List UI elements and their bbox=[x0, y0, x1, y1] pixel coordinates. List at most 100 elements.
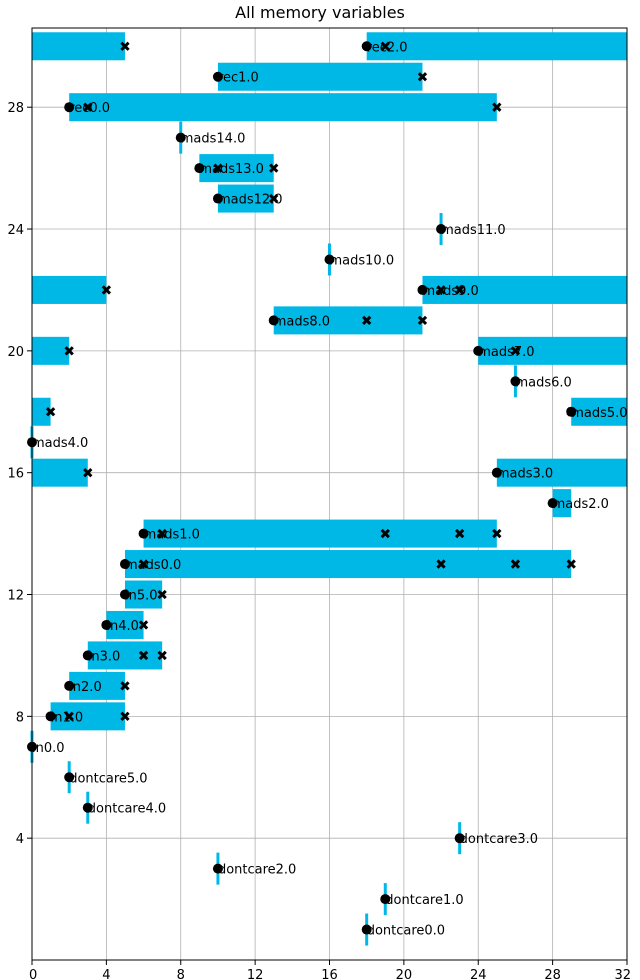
interval-bar bbox=[143, 519, 497, 548]
bar-label: mads14.0 bbox=[181, 132, 246, 147]
use-marker bbox=[566, 407, 576, 417]
start-marker bbox=[361, 924, 372, 935]
y-tick-label: 24 bbox=[7, 223, 24, 238]
use-marker bbox=[417, 315, 428, 326]
bar-label: mads4.0 bbox=[32, 436, 88, 451]
bar-label: in5.0 bbox=[125, 589, 158, 604]
start-marker bbox=[380, 894, 391, 905]
use-marker bbox=[157, 528, 167, 539]
interval-bar bbox=[32, 32, 125, 61]
x-tick-label: 12 bbox=[247, 968, 264, 980]
start-marker bbox=[417, 284, 428, 295]
use-marker-stroke bbox=[83, 468, 93, 478]
start-marker bbox=[175, 132, 186, 143]
use-marker-stroke bbox=[492, 102, 502, 112]
use-marker-stroke bbox=[454, 528, 465, 539]
interval-bar bbox=[106, 610, 144, 639]
y-tick-label: 16 bbox=[7, 467, 24, 482]
use-marker bbox=[510, 346, 521, 356]
interval-bar bbox=[69, 93, 497, 122]
use-marker bbox=[454, 285, 465, 295]
use-marker bbox=[101, 285, 112, 295]
use-marker bbox=[83, 102, 93, 112]
use-marker-stroke bbox=[566, 407, 576, 417]
use-marker-stroke bbox=[380, 528, 390, 539]
start-marker bbox=[119, 559, 130, 570]
start-marker bbox=[436, 224, 447, 235]
use-marker bbox=[380, 528, 390, 539]
bar-label: mads5.0 bbox=[571, 406, 627, 421]
use-marker-stroke bbox=[157, 528, 167, 539]
bar-label: mads12.0 bbox=[218, 193, 283, 208]
use-marker-stroke bbox=[436, 285, 446, 295]
bar-label: in2.0 bbox=[69, 680, 102, 695]
start-marker bbox=[547, 498, 558, 509]
x-tick-label: 8 bbox=[177, 968, 185, 980]
start-marker bbox=[212, 863, 223, 874]
bar-label: in1.0 bbox=[51, 710, 84, 725]
interval-bar bbox=[366, 32, 627, 61]
use-marker bbox=[120, 681, 130, 691]
bar-label: in3.0 bbox=[88, 649, 121, 664]
use-marker bbox=[157, 589, 167, 600]
start-marker bbox=[64, 680, 75, 691]
bar-label: dontcare1.0 bbox=[385, 893, 463, 908]
use-marker bbox=[64, 711, 74, 722]
bar-label: dontcare4.0 bbox=[88, 802, 166, 817]
interval-bar bbox=[199, 154, 274, 183]
interval-bar bbox=[32, 397, 51, 426]
use-marker-stroke bbox=[138, 559, 149, 569]
interval-bar bbox=[124, 550, 572, 579]
start-marker bbox=[361, 41, 372, 52]
use-marker-stroke bbox=[380, 41, 390, 51]
use-marker bbox=[380, 41, 390, 51]
y-tick-label: 12 bbox=[7, 589, 24, 604]
y-tick-label: 28 bbox=[7, 101, 24, 116]
use-marker-stroke bbox=[454, 285, 465, 295]
bar-label: mads2.0 bbox=[553, 497, 609, 512]
start-marker bbox=[82, 802, 93, 813]
bar-label: rec2.0 bbox=[367, 40, 408, 55]
use-marker-stroke bbox=[417, 315, 428, 326]
interval-bar bbox=[32, 336, 70, 365]
use-marker bbox=[362, 315, 372, 326]
bar-label: mads0.0 bbox=[125, 558, 181, 573]
use-marker bbox=[492, 102, 502, 112]
use-marker bbox=[454, 528, 465, 539]
bar-label: mads13.0 bbox=[199, 162, 264, 177]
x-tick-label: 24 bbox=[470, 968, 487, 980]
use-marker-stroke bbox=[213, 163, 223, 173]
use-marker bbox=[45, 407, 56, 417]
use-marker-stroke bbox=[101, 285, 112, 295]
start-marker bbox=[491, 467, 502, 478]
interval-bar bbox=[217, 62, 423, 91]
start-marker bbox=[212, 71, 223, 82]
use-marker-stroke bbox=[492, 528, 502, 539]
bar-label: mads11.0 bbox=[441, 223, 506, 238]
use-marker bbox=[269, 163, 279, 173]
x-tick-label: 16 bbox=[321, 968, 338, 980]
use-marker-stroke bbox=[269, 163, 279, 173]
interval-bar bbox=[422, 275, 627, 304]
interval-bar bbox=[124, 580, 163, 609]
interval-bar bbox=[87, 641, 163, 670]
interval-bar bbox=[552, 489, 572, 518]
bar-label: rec1.0 bbox=[218, 71, 259, 86]
x-tick-label: 0 bbox=[29, 968, 37, 980]
start-marker bbox=[194, 163, 205, 174]
use-marker-stroke bbox=[269, 193, 279, 204]
use-marker-stroke bbox=[417, 72, 428, 82]
interval-bar bbox=[571, 397, 627, 426]
use-marker bbox=[510, 559, 521, 569]
x-tick-label: 28 bbox=[544, 968, 561, 980]
interval-bar bbox=[496, 458, 627, 487]
y-tick-label: 4 bbox=[16, 832, 24, 847]
start-marker bbox=[212, 193, 223, 204]
use-marker-stroke bbox=[45, 407, 56, 417]
interval-bar bbox=[69, 671, 125, 700]
use-marker-stroke bbox=[157, 650, 167, 661]
start-marker bbox=[45, 711, 56, 722]
bar-labels: dontcare0.0 dontcare1.0 dontcare2.0 dontcar… bbox=[32, 40, 628, 938]
start-marker bbox=[64, 772, 75, 783]
bar-label: mads9.0 bbox=[422, 284, 478, 299]
